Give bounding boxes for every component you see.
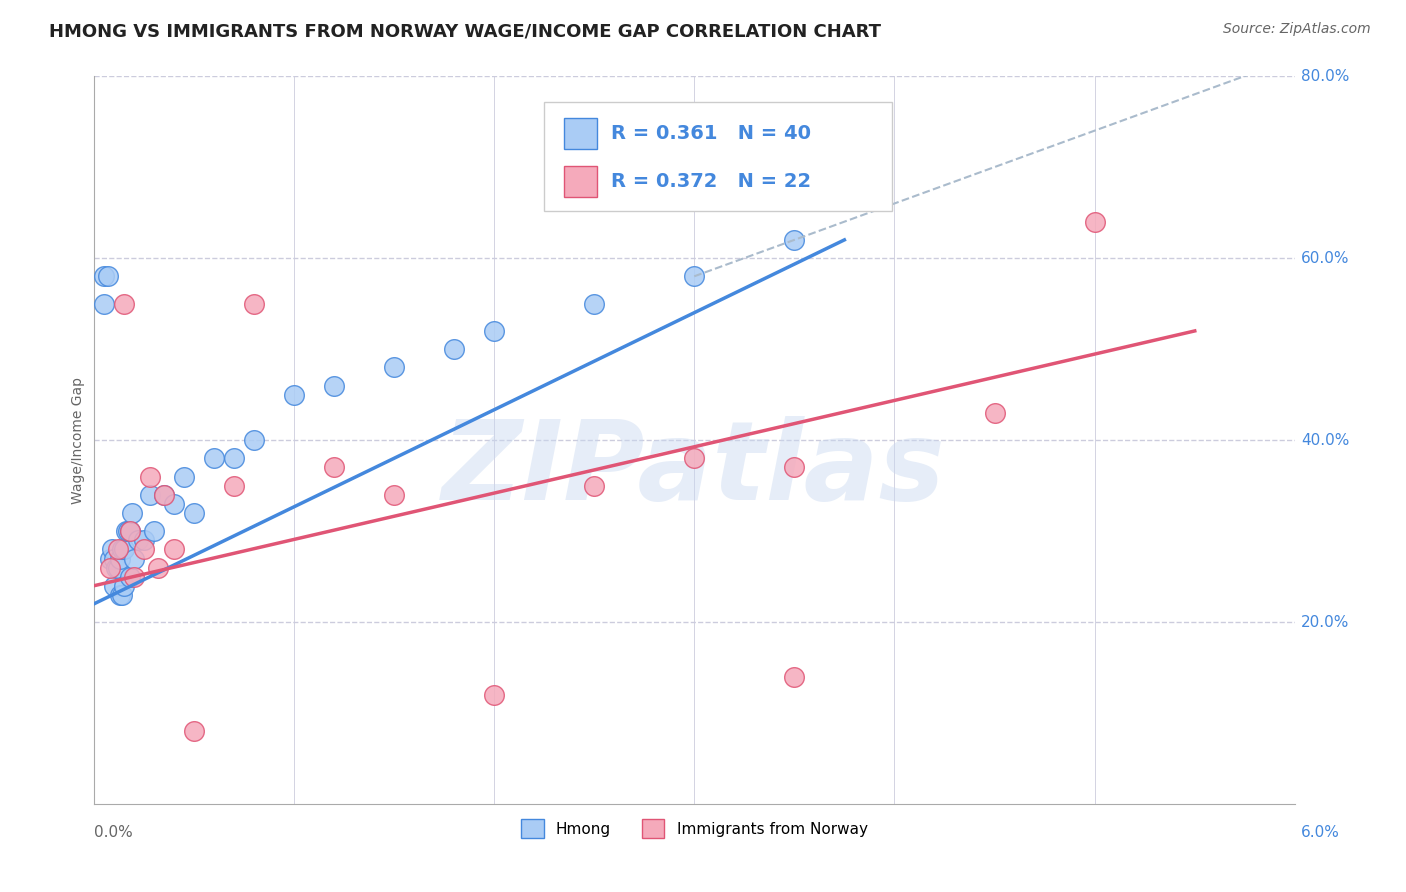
Point — [103, 579, 125, 593]
Point — [183, 506, 205, 520]
Point — [283, 387, 305, 401]
Point — [783, 233, 806, 247]
Point — [443, 342, 465, 356]
Point — [222, 478, 245, 492]
Point — [110, 588, 132, 602]
Point — [382, 488, 405, 502]
Point — [107, 560, 129, 574]
Point — [173, 469, 195, 483]
Text: 6.0%: 6.0% — [1301, 825, 1340, 839]
Point — [242, 296, 264, 310]
Point — [152, 488, 174, 502]
Point — [93, 296, 115, 310]
Text: R = 0.372   N = 22: R = 0.372 N = 22 — [610, 172, 811, 191]
Text: 80.0%: 80.0% — [1301, 69, 1350, 84]
Point — [110, 542, 132, 557]
Legend: Hmong, Immigrants from Norway: Hmong, Immigrants from Norway — [515, 814, 873, 844]
Point — [97, 269, 120, 284]
Point — [142, 524, 165, 539]
Point — [103, 551, 125, 566]
Point — [118, 524, 141, 539]
Point — [683, 451, 706, 466]
Point — [98, 551, 121, 566]
Text: R = 0.361   N = 40: R = 0.361 N = 40 — [610, 124, 811, 144]
Point — [132, 533, 155, 548]
Point — [783, 670, 806, 684]
Point — [122, 570, 145, 584]
Point — [107, 542, 129, 557]
Point — [482, 324, 505, 338]
Point — [583, 478, 606, 492]
Point — [127, 533, 149, 548]
Point — [163, 497, 186, 511]
Point — [322, 378, 344, 392]
Point — [322, 460, 344, 475]
Text: 40.0%: 40.0% — [1301, 433, 1350, 448]
FancyBboxPatch shape — [564, 166, 598, 197]
Point — [100, 542, 122, 557]
Point — [983, 406, 1005, 420]
Text: 0.0%: 0.0% — [94, 825, 132, 839]
Point — [583, 296, 606, 310]
Point — [112, 579, 135, 593]
Point — [104, 560, 127, 574]
Point — [1084, 215, 1107, 229]
Point — [112, 542, 135, 557]
Text: 20.0%: 20.0% — [1301, 615, 1350, 630]
Point — [112, 296, 135, 310]
Point — [132, 542, 155, 557]
Point — [242, 433, 264, 447]
Point — [146, 560, 169, 574]
Point — [93, 269, 115, 284]
Point — [222, 451, 245, 466]
FancyBboxPatch shape — [564, 119, 598, 149]
Point — [202, 451, 225, 466]
Point — [122, 551, 145, 566]
Point — [138, 469, 160, 483]
Text: ZIPatlas: ZIPatlas — [443, 416, 946, 523]
Point — [163, 542, 186, 557]
Point — [152, 488, 174, 502]
Y-axis label: Wage/Income Gap: Wage/Income Gap — [72, 376, 86, 504]
Point — [117, 524, 139, 539]
Point — [783, 460, 806, 475]
Text: 60.0%: 60.0% — [1301, 251, 1350, 266]
Point — [108, 551, 131, 566]
Text: Source: ZipAtlas.com: Source: ZipAtlas.com — [1223, 22, 1371, 37]
Point — [118, 570, 141, 584]
Point — [98, 560, 121, 574]
FancyBboxPatch shape — [544, 102, 893, 211]
Point — [382, 360, 405, 375]
Point — [482, 688, 505, 702]
Point — [183, 724, 205, 739]
Point — [121, 506, 143, 520]
Text: HMONG VS IMMIGRANTS FROM NORWAY WAGE/INCOME GAP CORRELATION CHART: HMONG VS IMMIGRANTS FROM NORWAY WAGE/INC… — [49, 22, 882, 40]
Point — [114, 524, 136, 539]
Point — [118, 524, 141, 539]
Point — [108, 588, 131, 602]
Point — [138, 488, 160, 502]
Point — [683, 269, 706, 284]
